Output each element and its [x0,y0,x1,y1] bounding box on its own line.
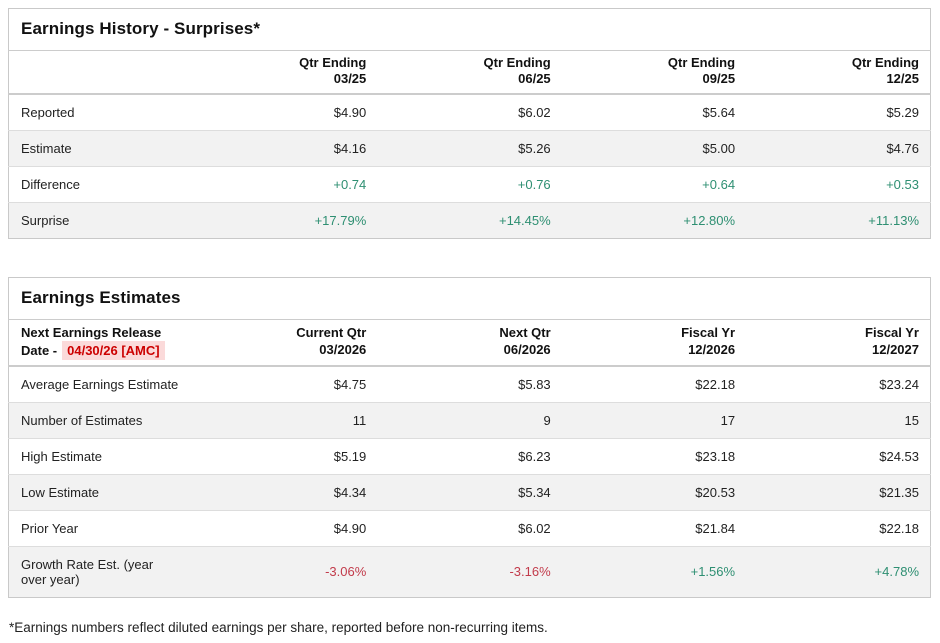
cell-value: $24.53 [746,437,931,474]
cell-value: $4.90 [333,104,367,120]
next-earnings-release-cell: Next Earnings Release Date -04/30/26 [AM… [8,319,193,367]
earnings-estimates-header-row: Next Earnings Release Date -04/30/26 [AM… [8,319,931,367]
cell-value: $4.76 [746,129,931,166]
cell-value: $5.34 [377,473,562,510]
column-header-line2: 06/2026 [503,341,551,357]
row-label: High Estimate [8,437,193,474]
cell-value: $5.19 [192,437,378,474]
table-row: Average Earnings Estimate $4.75 $5.83 $22.1… [9,366,931,403]
cell-value: +0.76 [377,165,562,202]
cell-value: +12.80% [561,201,747,238]
cell-value: +4.78% [746,545,931,597]
column-header-line2: 06/25 [518,71,551,87]
row-label: Low Estimate [8,473,193,510]
row-label: Surprise [8,201,193,238]
cell-value: +0.64 [561,165,747,202]
cell-value: $5.83 [518,376,551,392]
footnote: *Earnings numbers reflect diluted earnin… [9,619,548,635]
column-header: Qtr Ending 12/25 [746,50,931,95]
cell-value: +1.56% [561,545,747,597]
earnings-history-header-row: Qtr Ending 03/25 Qtr Ending 06/25 Qtr Ending… [8,50,931,95]
cell-value: $4.90 [192,509,378,546]
cell-value: +0.74 [192,165,378,202]
table-row: Number of Estimates 11 9 17 15 [8,401,931,438]
column-header-line1: Qtr Ending [667,55,736,70]
table-row: Growth Rate Est. (year over year) -3.06% -… [8,545,931,597]
cell-value: $21.35 [746,473,931,510]
column-header-line2: 09/25 [702,71,736,87]
cell-value: $23.24 [879,376,919,392]
column-header-line1: Qtr Ending [851,55,919,70]
cell-value: $21.84 [561,509,747,546]
earnings-history-table: Earnings History - Surprises* Qtr Ending… [8,8,931,239]
table-row: Surprise +17.79% +14.45% +12.80% +11.13% [8,201,931,238]
cell-value: 11 [192,401,378,438]
column-header: Current Qtr 03/2026 [192,319,378,367]
table-row: Estimate $4.16 $5.26 $5.00 $4.76 [8,129,931,166]
table-row: Prior Year $4.90 $6.02 $21.84 $22.18 [8,509,931,546]
cell-value: $6.02 [518,104,551,120]
cell-value: $5.29 [886,104,919,120]
column-header: Qtr Ending 06/25 [377,50,562,95]
cell-value: $20.53 [561,473,747,510]
table-row: Reported $4.90 $6.02 $5.64 $5.29 [9,94,931,131]
cell-value: $22.18 [695,376,736,392]
cell-value: +11.13% [746,201,931,238]
earnings-history-title-row: Earnings History - Surprises* [8,8,931,51]
release-date-label: Next Earnings Release Date - [21,324,162,358]
cell-value: -3.16% [377,545,562,597]
cell-value: $5.00 [561,129,747,166]
column-header-line2: 12/2027 [872,341,919,357]
column-header-line1: Fiscal Yr [681,325,736,341]
earnings-estimates-title-row: Earnings Estimates [8,277,931,320]
cell-value: $6.23 [377,437,562,474]
table-row: High Estimate $5.19 $6.23 $23.18 $24.53 [8,437,931,474]
column-header-line1: Qtr Ending [483,55,551,70]
cell-value: $5.26 [377,129,562,166]
table-row: Low Estimate $4.34 $5.34 $20.53 $21.35 [8,473,931,510]
cell-value: -3.06% [192,545,378,597]
column-header: Next Qtr 06/2026 [377,319,562,367]
row-label: Reported [21,104,75,120]
earnings-estimates-title: Earnings Estimates [8,277,931,320]
column-header-line1: Qtr Ending [299,55,367,70]
cell-value: 17 [561,401,747,438]
earnings-history-title: Earnings History - Surprises* [8,8,931,51]
cell-value: $23.18 [561,437,747,474]
column-header: Qtr Ending 03/25 [192,50,378,95]
release-date-value: 04/30/26 [AMC] [62,340,165,360]
column-header: Fiscal Yr 12/2027 [746,319,931,367]
column-header-line2: 12/2026 [688,341,736,357]
row-label: Growth Rate Est. (year over year) [8,545,193,597]
cell-value: +0.53 [746,165,931,202]
cell-value: 15 [746,401,931,438]
earnings-estimates-table: Earnings Estimates Next Earnings Release… [8,276,931,598]
column-header-line1: Current Qtr [296,325,367,341]
column-header-line1: Next Qtr [499,325,551,341]
column-header-line1: Fiscal Yr [865,325,919,341]
header-spacer [8,50,193,95]
row-label: Estimate [8,129,193,166]
column-header-line2: 03/2026 [319,341,367,357]
column-header: Fiscal Yr 12/2026 [561,319,747,367]
cell-value: $22.18 [746,509,931,546]
column-header-line2: 12/25 [886,71,919,87]
row-label: Difference [8,165,193,202]
row-label: Prior Year [8,509,193,546]
row-label: Average Earnings Estimate [21,376,179,392]
column-header-line2: 03/25 [333,71,367,87]
cell-value: +17.79% [192,201,378,238]
cell-value: $4.75 [333,376,367,392]
cell-value: $5.64 [702,104,736,120]
cell-value: +14.45% [377,201,562,238]
cell-value: 9 [377,401,562,438]
cell-value: $6.02 [377,509,562,546]
table-row: Difference +0.74 +0.76 +0.64 +0.53 [8,165,931,202]
cell-value: $4.16 [192,129,378,166]
cell-value: $4.34 [192,473,378,510]
row-label: Number of Estimates [8,401,193,438]
column-header: Qtr Ending 09/25 [561,50,747,95]
